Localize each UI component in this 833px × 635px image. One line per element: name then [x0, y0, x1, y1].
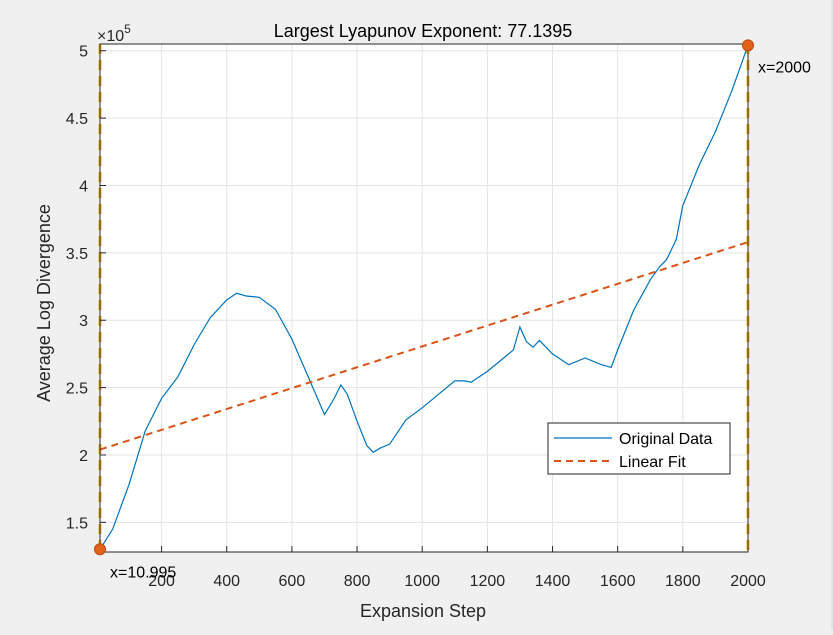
legend-box: [547, 422, 731, 475]
x-tick-label: 800: [344, 573, 371, 590]
x-tick-label: 1600: [600, 573, 636, 590]
y-exponent-power: 5: [124, 22, 131, 36]
y-tick-label: 3.5: [66, 246, 88, 263]
x-tick-label: 1000: [404, 573, 440, 590]
x-axis-label: Expansion Step: [360, 601, 486, 621]
x-tick-label: 400: [213, 573, 240, 590]
y-tick-label: 2: [79, 448, 88, 465]
x-tick-label: 2000: [730, 573, 766, 590]
x-tick-label: 200: [148, 573, 175, 590]
plot-box: [99, 43, 749, 553]
series-layer: [99, 45, 749, 550]
x-tick-label: 1200: [470, 573, 506, 590]
legend[interactable]: Original Data Linear Fit: [547, 422, 731, 475]
x-tick-label: 1800: [665, 573, 701, 590]
y-tick-label: 1.5: [66, 515, 88, 532]
y-exponent-label: ×105: [97, 22, 131, 45]
plot-area: [100, 44, 748, 552]
y-tick-label: 5: [79, 44, 88, 61]
data-tip-marker[interactable]: [94, 543, 106, 556]
y-tick-label: 4: [79, 178, 88, 195]
y-axis-label: Average Log Divergence: [34, 204, 54, 402]
series-line-original-data: [99, 45, 749, 550]
data-tip-label: x=10.995: [110, 564, 176, 581]
y-tick-label: 4.5: [66, 111, 88, 128]
tick-labels: 200 400 600 800 1000 1200 1400 1600 1800 2000 1.5 2…: [66, 44, 766, 590]
y-tick-label: 3: [79, 313, 88, 330]
legend-label-original-data: Original Data: [619, 431, 712, 448]
data-tips[interactable]: x=10.995 x=2000: [94, 39, 812, 581]
y-tick-label: 2.5: [66, 381, 88, 398]
legend-label-linear-fit: Linear Fit: [619, 454, 686, 471]
y-exponent-base: ×10: [97, 28, 124, 45]
series-line-linear-fit: [99, 241, 749, 451]
data-tip-marker[interactable]: [742, 39, 754, 52]
data-tip-label: x=2000: [758, 59, 811, 76]
x-tick-label: 600: [279, 573, 306, 590]
chart-title: Largest Lyapunov Exponent: 77.1395: [274, 21, 573, 41]
x-tick-label: 1400: [535, 573, 571, 590]
